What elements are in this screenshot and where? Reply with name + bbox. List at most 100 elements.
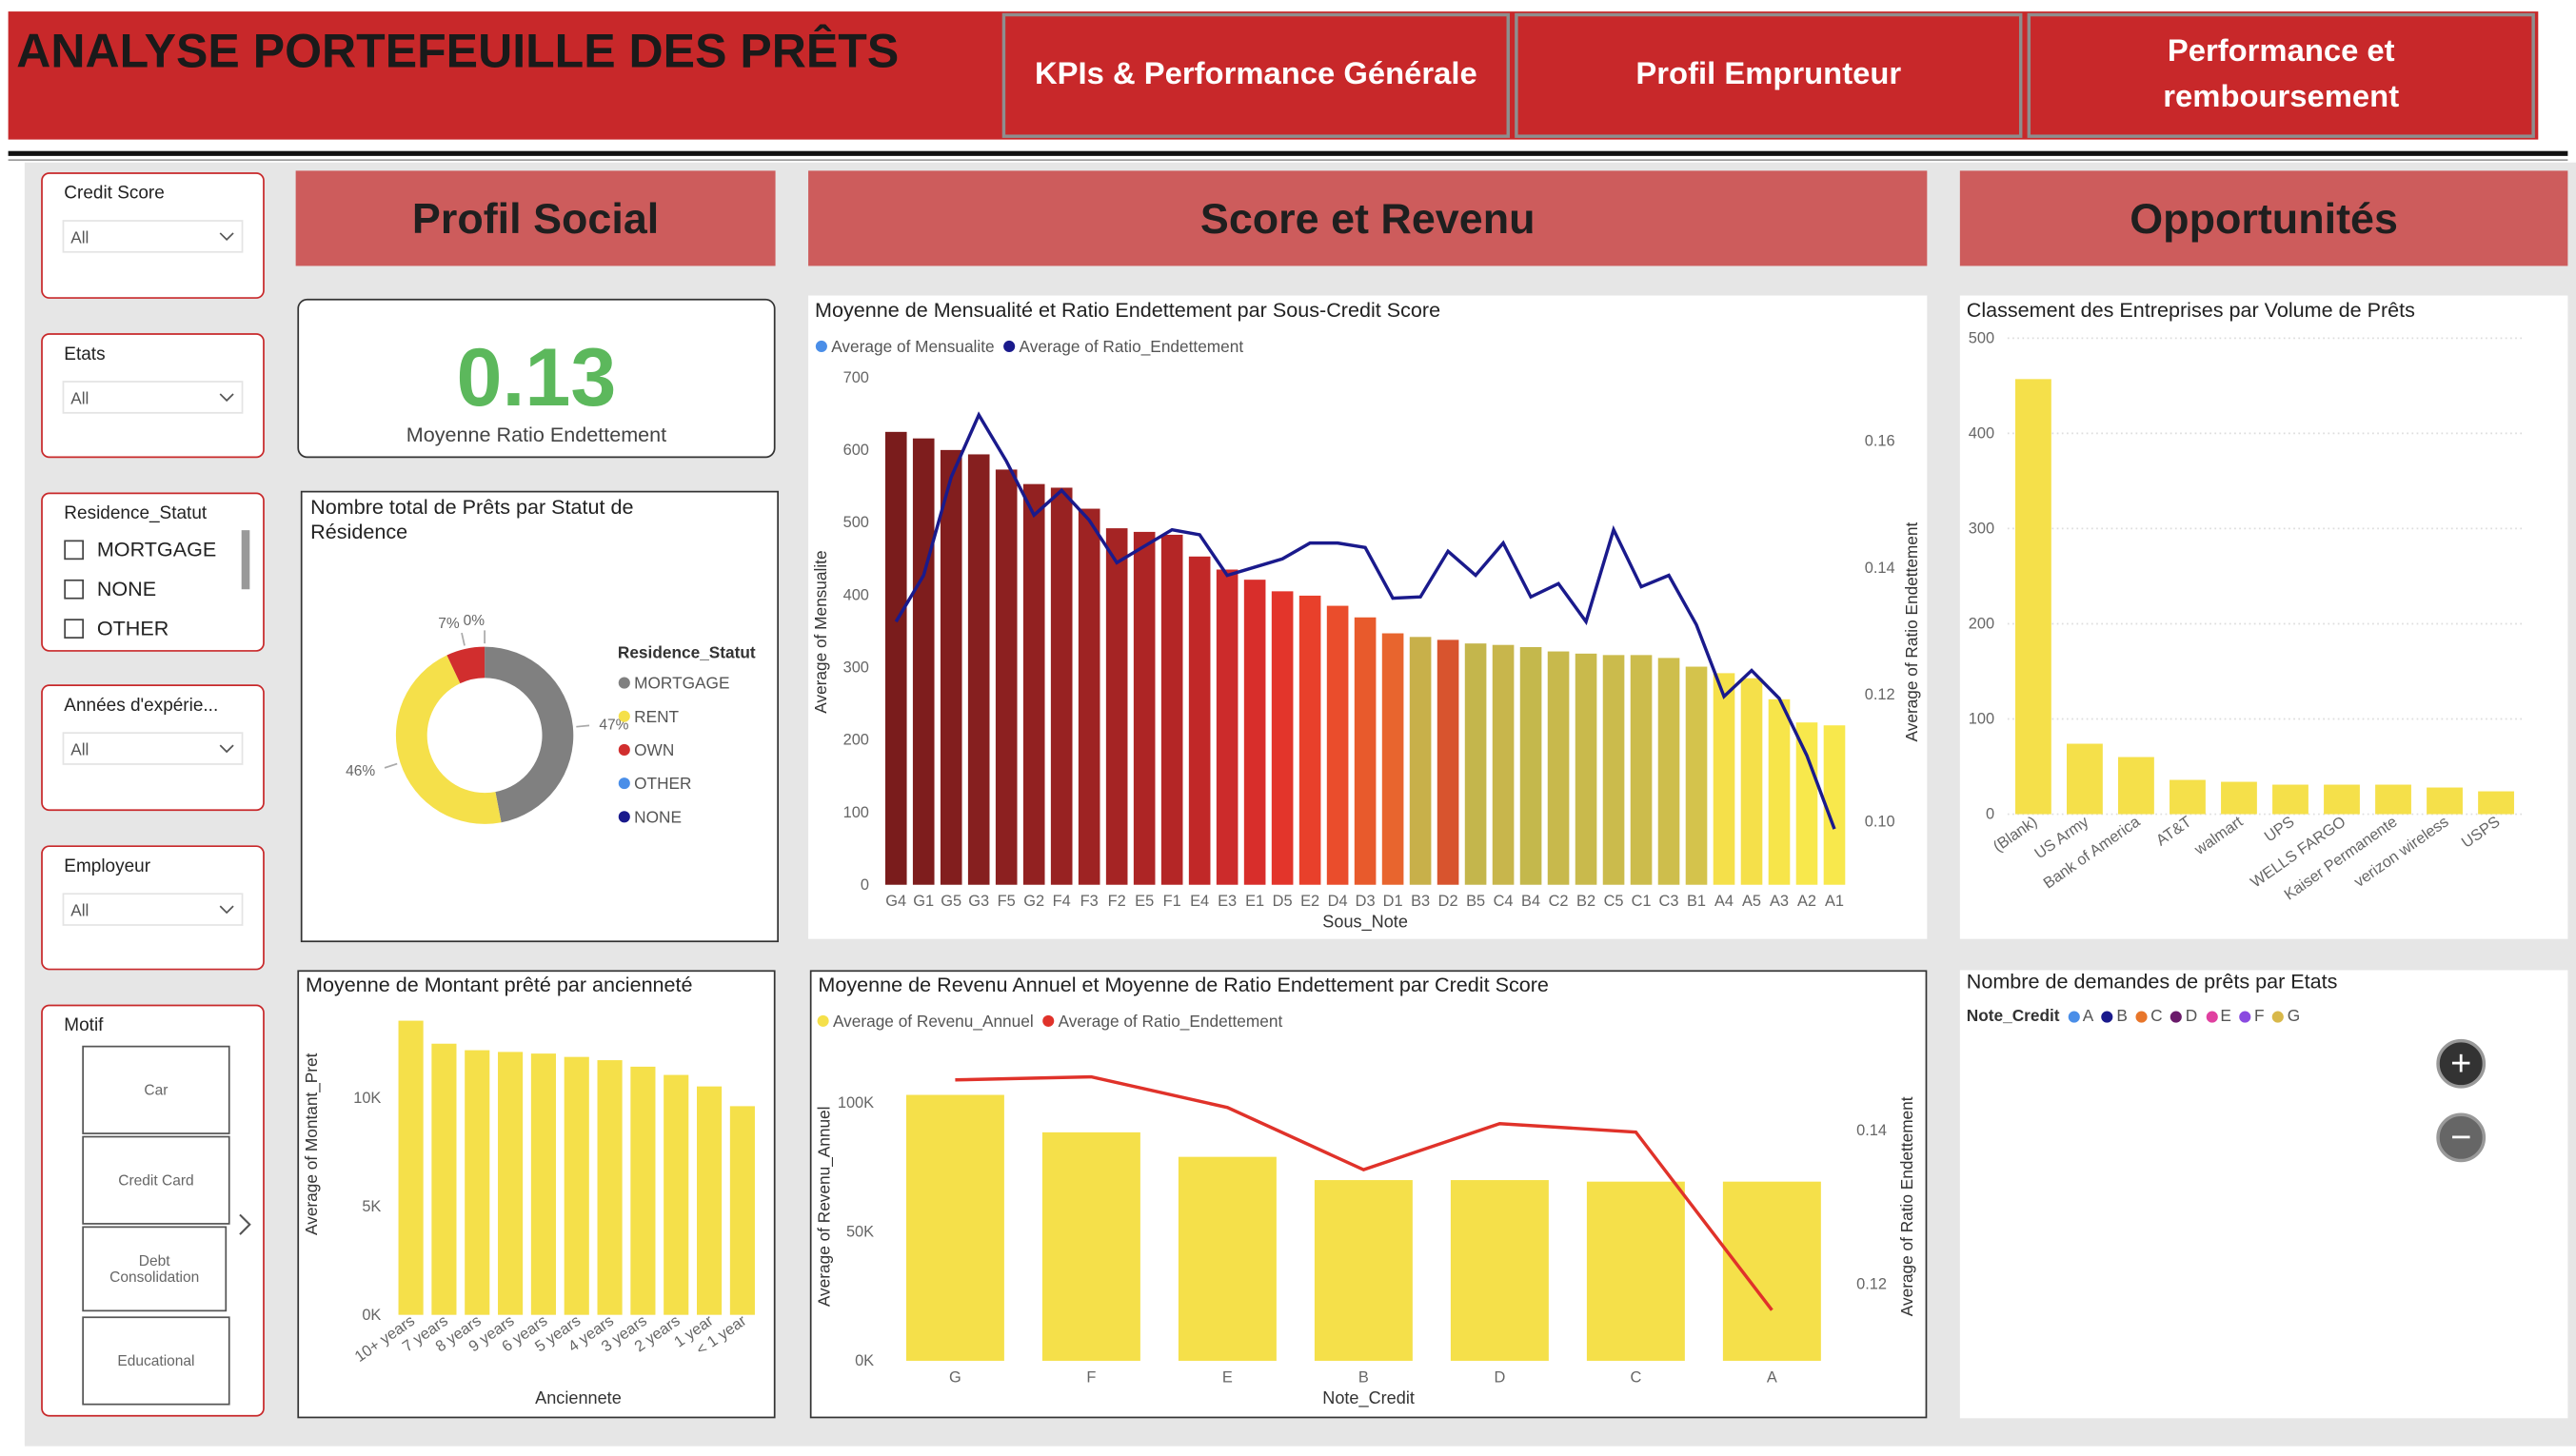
tile-button[interactable]: Educational [82,1316,230,1406]
checkbox[interactable]: MORTGAGE [64,539,216,561]
donut-slice [485,646,574,823]
y-tick-label: 5K [362,1198,381,1215]
leader-line [384,762,398,769]
y2-axis-label: Average of Ratio Endettement [1897,1096,1916,1316]
bar [912,438,935,885]
bar [1547,651,1570,885]
bar [1450,1180,1549,1361]
legend-dot [2272,1011,2285,1023]
x-tick-label: G1 [913,893,934,910]
legend-dot [1003,340,1016,352]
checkbox[interactable]: OTHER [64,618,168,640]
y-tick-label: 0 [1986,806,1994,823]
dropdown[interactable]: All [62,381,244,414]
legend-item: G [2272,1008,2300,1026]
legend-dot [815,340,827,352]
x-tick-label: A1 [1825,893,1844,910]
y-tick-label: 300 [1969,521,1994,538]
leader-line [461,632,466,646]
checkbox-box [64,619,85,639]
next-arrow[interactable] [237,1213,253,1236]
legend-dot [2101,1011,2113,1023]
slicer: Credit Score All [41,172,265,299]
x-tick-label: USPS [2459,813,2504,851]
kpi-card: 0.13 Moyenne Ratio Endettement [297,298,776,459]
x-tick-label: F2 [1108,893,1126,910]
legend-item: B [2101,1008,2128,1027]
bar [398,1020,424,1315]
dropdown[interactable]: All [62,732,244,765]
x-tick-label: C4 [1494,893,1514,910]
bar [697,1086,723,1315]
y-tick-label: 400 [843,586,869,603]
donut-slice [446,646,485,684]
bar [1602,655,1625,885]
y2-tick-label: 0.12 [1865,686,1895,703]
x-tick-label: F1 [1163,893,1181,910]
x-tick-label: F4 [1053,893,1071,910]
legend-dot [2135,1011,2148,1023]
x-tick-label: D3 [1356,893,1376,910]
legend-label: NONE [634,807,682,826]
legend-dot [1042,1014,1055,1027]
bar [1243,580,1266,885]
slicer-label: Motif [64,1015,104,1036]
legend-dot [618,777,630,790]
x-tick-label: G [949,1368,961,1386]
tile-button[interactable]: Credit Card [82,1135,230,1225]
chart-title: Nombre total de Prêts par Statut de Rési… [310,495,634,543]
chevron [219,744,234,754]
bar [530,1053,556,1315]
bar [597,1060,623,1315]
legend-dot [2239,1011,2251,1023]
x-tick-label: A5 [1742,893,1761,910]
bar [1740,678,1763,885]
legend-item: C [2135,1008,2163,1026]
slicer-label: Credit Score [64,184,165,204]
bar [2478,791,2514,815]
x-tick-label: B2 [1576,893,1595,910]
x-tick-label: F3 [1080,893,1099,910]
x-tick-label: A4 [1714,893,1734,910]
legend-label: Average of Ratio_Endettement [1059,1012,1283,1031]
legend-dot [2170,1011,2183,1023]
bar [2118,757,2154,815]
x-tick-label: C [1630,1368,1641,1386]
bar [2014,379,2051,815]
chart-title: Moyenne de Revenu Annuel et Moyenne de R… [818,973,1549,997]
x-tick-label: D1 [1383,893,1403,910]
y-tick-label: 100K [838,1094,874,1112]
chart-title: Classement des Entreprises par Volume de… [1966,298,2415,323]
x-tick-label: D [1494,1368,1505,1386]
divider [8,150,2568,156]
tile-button[interactable]: Car [82,1045,230,1134]
x-axis-label: Sous_Note [1322,913,1408,933]
legend-dot [618,743,630,756]
bar [2272,784,2308,815]
bar [1050,487,1073,885]
legend-label: B [2116,1008,2128,1027]
bar [967,454,990,885]
x-tick-label: E5 [1135,893,1154,910]
nav-button[interactable]: Performance et remboursement [2027,12,2535,138]
dropdown[interactable]: All [62,893,244,926]
bar [995,469,1018,885]
slicer: Années d'expérie... All [41,684,265,812]
nav-button[interactable]: Profil Emprunteur [1515,12,2023,138]
zoom-out-button[interactable]: − [2436,1112,2487,1163]
x-tick-label: F [1086,1368,1096,1386]
checkbox[interactable]: NONE [64,578,156,600]
map-title: Nombre de demandes de prêts par Etats [1966,970,2338,994]
y-tick-label: 200 [1969,616,1994,633]
bar [1022,483,1045,885]
y2-axis-label: Average of Ratio Endettement [1902,522,1921,742]
bar [1575,653,1597,885]
y-tick-label: 0 [861,876,869,894]
nav-button[interactable]: KPIs & Performance Générale [1001,12,1510,138]
scrollbar[interactable] [241,530,250,590]
chart-title: Moyenne de Montant prêté par ancienneté [305,973,693,997]
tile-button[interactable]: Debt Consolidation [82,1226,228,1312]
dropdown[interactable]: All [62,220,244,253]
zoom-in-button[interactable]: + [2436,1038,2487,1089]
x-tick-label: A3 [1770,893,1789,910]
